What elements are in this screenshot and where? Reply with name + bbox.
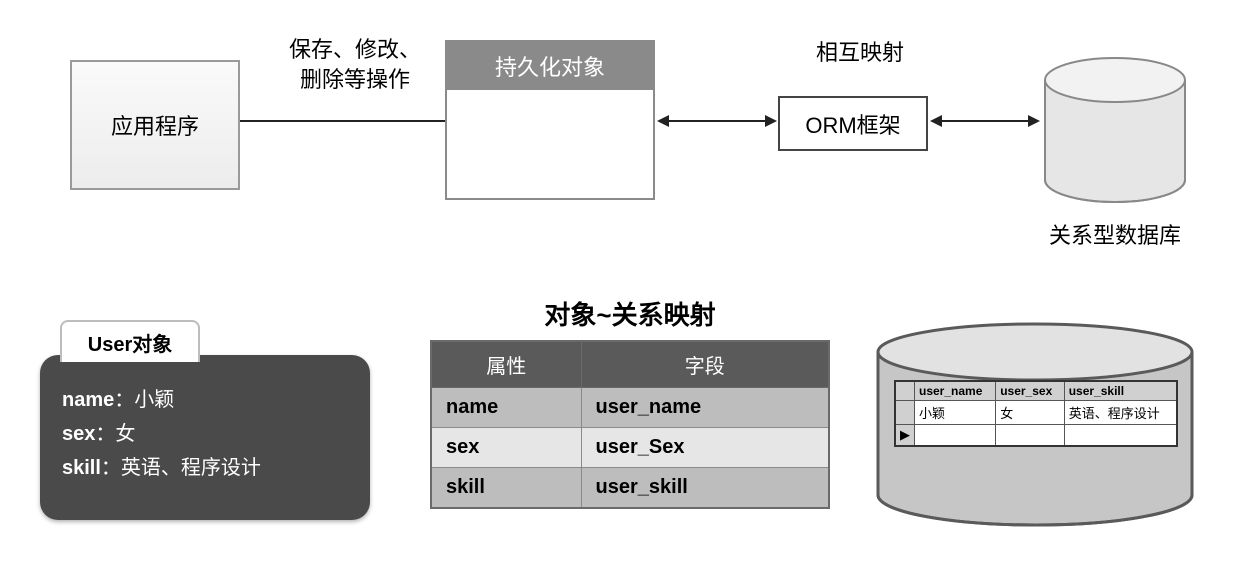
ops-label-line2: 删除等操作 [300,67,410,92]
db-inner-col: user_skill [1064,381,1177,401]
mapping-title: 对象~关系映射 [430,295,830,332]
mapping-cell-attr: name [431,388,581,428]
arrow-orm-db [930,113,1040,129]
mapping-cell-field: user_name [581,388,829,428]
user-card-key: sex [62,423,95,445]
orm-box-label: ORM框架 [805,108,900,140]
db-inner-row: 小颖 女 英语、程序设计 [895,401,1177,425]
db-inner-header-row: user_name user_sex user_skill [895,381,1177,401]
db-inner-cell: 女 [996,401,1065,425]
db-top-label: 关系型数据库 [1025,218,1205,250]
user-card-sep: ： [101,457,121,479]
mapping-col-field: 字段 [581,341,829,388]
user-card: name：小颖 sex：女 skill：英语、程序设计 [40,355,370,520]
user-card-sep: ： [95,423,115,445]
user-card-row: sex：女 [62,417,348,451]
persist-box-header: 持久化对象 [447,42,653,90]
user-card-tab: User对象 [60,320,200,362]
mapping-row: sex user_Sex [431,428,829,468]
map-label: 相互映射 [790,35,930,67]
user-card-value: 英语、程序设计 [121,457,261,479]
diagram-canvas: 应用程序 保存、修改、 删除等操作 持久化对象 相互映射 ORM框架 关系 [0,0,1245,584]
db-inner-row: ▶ [895,425,1177,447]
db-inner-col: user_name [915,381,996,401]
db-inner-rowhead-pointer: ▶ [895,425,915,447]
arrow-persist-orm [657,113,777,129]
app-box: 应用程序 [70,60,240,190]
user-card-row: skill：英语、程序设计 [62,451,348,485]
app-box-label: 应用程序 [111,109,199,141]
user-card-key: name [62,389,114,411]
db-inner-cell: 小颖 [915,401,996,425]
connector-app-persist [240,120,445,122]
mapping-row: name user_name [431,388,829,428]
orm-box: ORM框架 [778,96,928,151]
db-cylinder-top [1040,55,1190,205]
user-card-value: 小颖 [134,389,174,411]
mapping-row: skill user_skill [431,468,829,509]
db-inner-col: user_sex [996,381,1065,401]
user-card-value: 女 [115,423,135,445]
user-card-row: name：小颖 [62,383,348,417]
db-inner-rowhead [895,401,915,425]
mapping-table: 属性 字段 name user_name sex user_Sex skill … [430,340,830,509]
mapping-table-header-row: 属性 字段 [431,341,829,388]
db-inner-cell [996,425,1065,447]
ops-label: 保存、修改、 删除等操作 [255,35,455,94]
db-inner-cell [1064,425,1177,447]
mapping-cell-field: user_Sex [581,428,829,468]
mapping-col-attr: 属性 [431,341,581,388]
mapping-cell-attr: skill [431,468,581,509]
db-inner-cell [915,425,996,447]
mapping-cell-attr: sex [431,428,581,468]
db-inner-cell: 英语、程序设计 [1064,401,1177,425]
user-card-key: skill [62,457,101,479]
mapping-cell-field: user_skill [581,468,829,509]
db-inner-corner [895,381,915,401]
user-card-sep: ： [114,389,134,411]
ops-label-line1: 保存、修改、 [289,37,421,62]
db-inner-table: user_name user_sex user_skill 小颖 女 英语、程序… [894,380,1178,447]
persist-box: 持久化对象 [445,40,655,200]
